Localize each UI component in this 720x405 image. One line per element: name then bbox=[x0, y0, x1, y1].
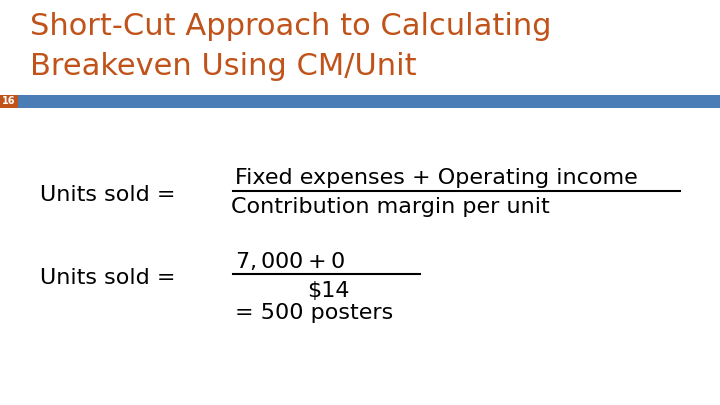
Text: Units sold =: Units sold = bbox=[40, 268, 183, 288]
Text: Fixed expenses + Operating income: Fixed expenses + Operating income bbox=[235, 168, 638, 188]
Text: = 500 posters: = 500 posters bbox=[235, 303, 393, 323]
Text: Units sold =: Units sold = bbox=[40, 185, 183, 205]
Text: $14: $14 bbox=[307, 281, 349, 301]
Text: Short-Cut Approach to Calculating: Short-Cut Approach to Calculating bbox=[30, 12, 552, 41]
Text: Breakeven Using CM/Unit: Breakeven Using CM/Unit bbox=[30, 52, 417, 81]
Bar bbox=[0, 95, 18, 108]
Text: $7,000 + $0: $7,000 + $0 bbox=[235, 250, 345, 272]
Bar bbox=[18, 95, 720, 108]
Text: Contribution margin per unit: Contribution margin per unit bbox=[230, 197, 549, 217]
Text: 16: 16 bbox=[2, 96, 16, 107]
